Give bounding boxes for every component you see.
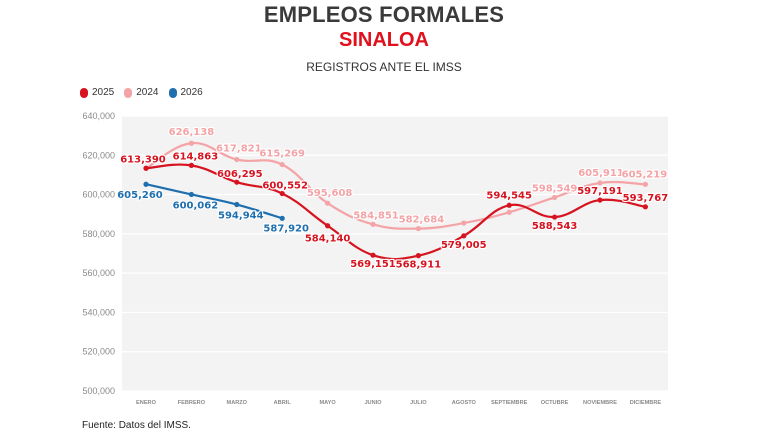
y-tick-label: 640,000 [82,111,115,121]
data-point-2025 [415,253,421,259]
data-label-2025: 597,191 [577,186,623,197]
data-point-2025 [461,233,467,239]
legend-label-2025: 2025 [92,87,115,98]
data-point-2026 [234,201,240,208]
data-label-2024: 605,219 [622,169,668,180]
data-label-2024: 615,269 [259,149,305,160]
data-point-2024 [234,156,240,163]
data-label-2025: 613,390 [120,154,166,165]
data-label-2024: 626,138 [169,127,215,138]
data-label-2024: 598,549 [532,183,578,194]
data-point-2024 [642,181,649,187]
x-tick-label: ENERO [136,400,157,406]
data-point-2024 [597,180,603,186]
data-label-2025: 593,767 [623,193,669,204]
data-point-2025 [234,179,240,185]
data-point-2025 [279,190,285,197]
data-point-2025 [552,214,558,220]
series-line-2024 [144,142,647,230]
data-label-2025: 594,545 [486,190,532,201]
data-label-2026: 587,920 [263,223,309,234]
y-tick-label: 520,000 [82,347,115,357]
y-tick-label: 500,000 [82,386,115,396]
data-label-2025: 614,863 [173,151,219,162]
legend-item-2026[interactable]: 2026 [168,87,203,98]
data-point-2025 [506,202,512,208]
data-label-2024: 595,608 [307,188,353,199]
data-label-2025: 569,151 [350,259,396,270]
data-point-2024 [325,200,331,206]
x-tick-label: AGOSTO [452,400,477,406]
x-tick-label: NOVIEMBRE [583,400,617,406]
data-label-2025: 600,552 [262,180,308,191]
y-tick-label: 560,000 [82,268,115,278]
data-point-2025 [188,162,194,168]
data-label-2026: 605,260 [117,190,163,201]
data-point-2025 [325,223,331,229]
x-tick-label: JUNIO [364,400,382,406]
data-point-2025 [143,165,149,171]
series-line-2026 [144,183,284,220]
chart-subtitle: SINALOA [339,29,429,51]
data-point-2025 [370,252,376,258]
data-label-2025: 579,005 [441,240,487,251]
data-label-2025: 588,543 [532,221,578,232]
data-point-2025 [642,204,649,210]
legend-swatch-2025 [80,87,88,98]
y-tick-label: 580,000 [82,229,115,239]
legend-item-2025[interactable]: 2025 [80,87,114,98]
legend-swatch-2024 [124,87,133,98]
x-tick-label: ABRIL [274,400,292,406]
data-point-2024 [279,161,285,168]
x-tick-label: SEPTIEMBRE [491,400,528,406]
x-tick-label: FEBRERO [178,400,206,406]
legend-item-2024[interactable]: 2024 [124,87,159,98]
x-tick-label: JULIO [410,400,427,406]
chart-caption: REGISTROS ANTE EL IMSS [306,60,462,74]
data-point-2026 [188,191,194,198]
legend-swatch-2026 [168,87,177,98]
legend-label-2026: 2026 [180,87,203,98]
data-point-2024 [415,225,421,232]
data-point-2026 [279,215,285,221]
series-line-2025 [144,163,647,261]
data-label-2024: 605,911 [578,168,624,179]
data-point-2026 [143,181,149,187]
x-tick-label: DICIEMBRE [630,400,662,406]
data-label-2024: 582,684 [399,215,445,226]
y-tick-label: 620,000 [82,150,115,160]
chart-legend: 2025 2024 2026 [80,87,203,98]
source-note: Fuente: Datos del IMSS. [82,420,191,431]
data-point-2024 [552,194,558,201]
data-point-2024 [188,140,194,146]
data-label-2025: 584,140 [305,234,351,245]
data-point-2025 [597,197,603,203]
legend-label-2024: 2024 [136,87,159,98]
data-label-2024: 584,851 [353,210,399,221]
data-label-2025: 606,295 [217,169,263,180]
data-label-2024: 617,821 [216,144,262,155]
x-tick-label: OCTUBRE [541,400,569,406]
data-label-2026: 594,944 [218,211,264,222]
chart-title: EMPLEOS FORMALES [263,2,505,27]
data-point-2024 [506,209,512,215]
data-point-2024 [370,221,376,227]
x-tick-label: MAYO [319,400,336,406]
x-tick-label: MARZO [227,400,248,406]
y-tick-label: 540,000 [82,307,115,317]
plot-area [122,116,668,391]
data-point-2024 [461,220,467,226]
data-label-2026: 600,062 [173,200,219,211]
data-label-2025: 568,911 [396,260,442,271]
y-tick-label: 600,000 [82,190,115,200]
